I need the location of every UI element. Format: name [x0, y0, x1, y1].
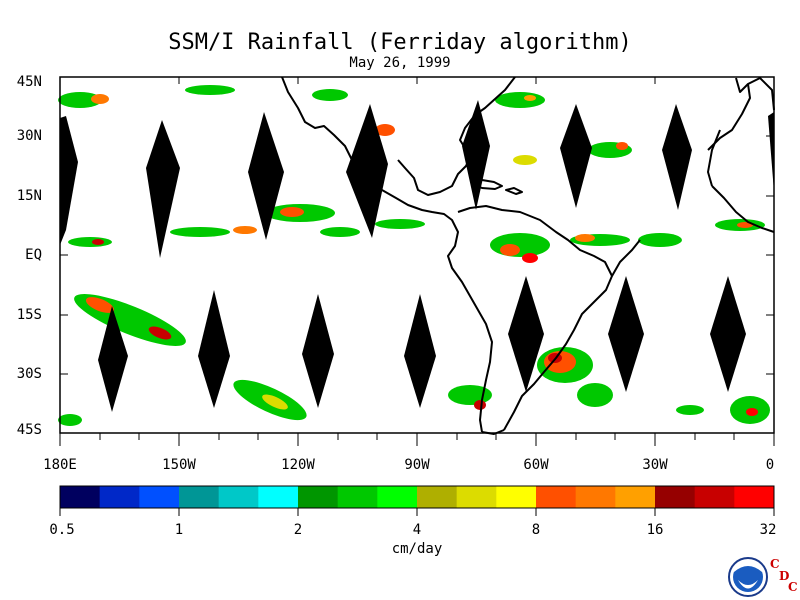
colorbar-label: 4	[412, 522, 422, 538]
y-tick-label: 30S	[16, 366, 42, 382]
x-tick-marks	[59, 77, 775, 446]
colorbar-swatch	[258, 486, 299, 508]
noaa-logo	[728, 557, 768, 597]
colorbar-unit: cm/day	[391, 541, 443, 557]
colorbar	[59, 485, 775, 509]
map-title: SSM/I Rainfall (Ferriday algorithm)	[168, 30, 632, 55]
colorbar-label: 8	[531, 522, 541, 538]
x-tick-label: 120W	[281, 457, 315, 473]
colorbar-label: 1	[174, 522, 184, 538]
colorbar-label: 0.5	[49, 522, 75, 538]
y-tick-label: 15N	[16, 188, 42, 204]
x-tick-label: 60W	[523, 457, 549, 473]
colorbar-swatch	[60, 486, 101, 508]
colorbar-label: 2	[293, 522, 303, 538]
y-tick-label: 45N	[16, 74, 42, 90]
x-tick-label: 180E	[43, 457, 77, 473]
y-tick-marks	[60, 76, 774, 434]
colorbar-swatch	[456, 486, 497, 508]
colorbar-swatch	[337, 486, 378, 508]
x-tick-label: 30W	[642, 457, 668, 473]
cdc-letter: C	[788, 580, 798, 594]
rain-patches	[58, 85, 770, 426]
x-tick-label: 150W	[162, 457, 196, 473]
colorbar-swatch	[655, 486, 696, 508]
colorbar-label: 16	[646, 522, 664, 538]
colorbar-swatch	[139, 486, 180, 508]
x-tick-label: 90W	[404, 457, 430, 473]
colorbar-ticks	[59, 508, 775, 516]
coastlines	[281, 76, 775, 435]
colorbar-swatch	[496, 486, 537, 508]
colorbar-swatch	[694, 486, 735, 508]
colorbar-swatch	[377, 486, 418, 508]
colorbar-swatch	[298, 486, 339, 508]
colorbar-swatch	[575, 486, 616, 508]
map-date: May 26, 1999	[349, 55, 451, 71]
y-tick-label: 45S	[16, 422, 42, 438]
swath-gaps	[60, 100, 774, 412]
x-tick-label: 0	[765, 457, 775, 473]
y-tick-label: EQ	[25, 247, 42, 263]
colorbar-swatch	[734, 486, 775, 508]
cdc-letter: C	[770, 557, 780, 571]
colorbar-swatch	[179, 486, 220, 508]
colorbar-swatch	[536, 486, 577, 508]
y-tick-label: 15S	[16, 307, 42, 323]
colorbar-swatch	[417, 486, 458, 508]
cdc-letter: D	[779, 569, 790, 583]
colorbar-swatch	[99, 486, 140, 508]
y-tick-label: 30N	[16, 128, 42, 144]
colorbar-swatch	[615, 486, 656, 508]
colorbar-label: 32	[759, 522, 777, 538]
colorbar-swatch	[218, 486, 259, 508]
